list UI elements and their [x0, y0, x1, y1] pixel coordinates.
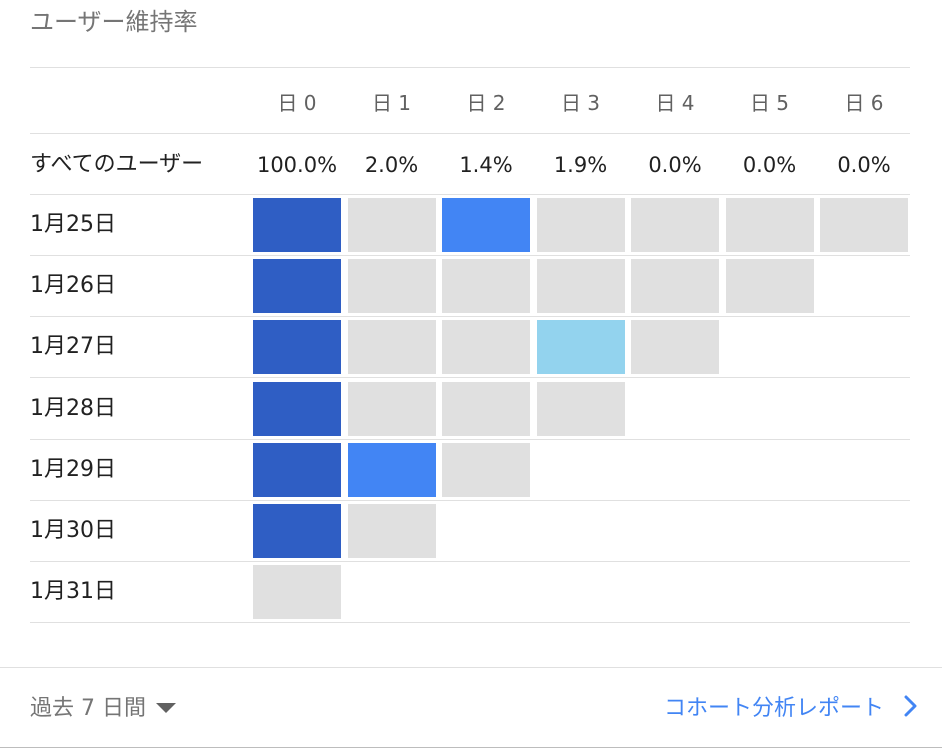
card-title: ユーザー維持率 — [30, 8, 198, 36]
column-header-day-1: 日 1 — [371, 91, 412, 115]
cohort-cell[interactable] — [631, 198, 719, 252]
cohort-cell[interactable] — [725, 198, 814, 252]
cohort-report-link[interactable]: コホート分析レポート — [664, 688, 918, 724]
cohort-row-label: 1月25日 — [30, 212, 116, 237]
cohort-row-label: 1月27日 — [30, 334, 116, 360]
all-users-pct-day-3: 1.9% — [553, 153, 608, 177]
all-users-pct-day-6: 0.0% — [837, 153, 891, 177]
cohort-cell[interactable] — [253, 565, 341, 620]
row-divider — [30, 499, 910, 501]
cohort-cell[interactable] — [442, 320, 530, 375]
all-users-pct-day-0: 100.0% — [256, 153, 338, 177]
cohort-row-label: 1月30日 — [30, 518, 116, 543]
cohort-cell[interactable] — [442, 442, 530, 497]
cohort-cell[interactable] — [253, 198, 341, 252]
all-users-pct-day-4: 0.0% — [648, 153, 702, 177]
header-top-divider — [30, 67, 910, 68]
cohort-row-label: 1月28日 — [30, 395, 116, 421]
cohort-cell[interactable] — [631, 320, 719, 375]
cohort-cell[interactable] — [442, 259, 530, 314]
date-range-label: 過去 7 日間 — [30, 696, 146, 721]
column-header-day-4: 日 4 — [655, 91, 695, 115]
cohort-cell[interactable] — [820, 198, 908, 252]
header-bottom-divider — [30, 133, 910, 134]
cohort-cell[interactable] — [631, 259, 719, 314]
row-divider — [30, 316, 910, 318]
all-users-label: すべてのユーザー — [30, 152, 204, 177]
row-divider — [30, 561, 910, 562]
row-divider — [30, 255, 910, 256]
column-header-day-3: 日 3 — [560, 91, 601, 115]
cohort-cell[interactable] — [347, 198, 436, 252]
column-header-day-6: 日 6 — [844, 91, 884, 115]
column-header-day-2: 日 2 — [466, 91, 506, 115]
cohort-report-label: コホート分析レポート — [663, 696, 884, 721]
cohort-cell[interactable] — [253, 259, 341, 314]
cohort-row-label: 1月31日 — [30, 579, 116, 605]
cohort-row-label: 1月29日 — [30, 456, 116, 482]
all-users-pct-day-2: 1.4% — [459, 153, 513, 177]
row-divider — [30, 438, 910, 440]
cohort-cell[interactable] — [347, 442, 436, 497]
cohort-cell[interactable] — [253, 442, 341, 497]
cohort-cell[interactable] — [347, 504, 436, 558]
cohort-cell[interactable] — [253, 320, 341, 375]
bottom-divider — [0, 747, 942, 748]
row-divider — [30, 377, 910, 379]
cohort-cell[interactable] — [347, 320, 436, 375]
cohort-cell[interactable] — [536, 198, 625, 252]
chevron-right-icon — [904, 695, 917, 717]
cohort-row-label: 1月26日 — [30, 273, 116, 299]
all-users-divider — [30, 194, 910, 195]
cohort-cell[interactable] — [725, 259, 814, 314]
cohort-cell[interactable] — [347, 259, 436, 314]
row-divider — [30, 622, 910, 624]
cohort-cell[interactable] — [347, 381, 436, 436]
cohort-cell[interactable] — [253, 381, 341, 436]
cohort-cell[interactable] — [536, 259, 625, 314]
footer-divider — [0, 667, 942, 668]
cohort-cell[interactable] — [253, 504, 341, 558]
cohort-cell[interactable] — [442, 198, 530, 252]
all-users-pct-day-5: 0.0% — [742, 153, 797, 177]
all-users-pct-day-1: 2.0% — [364, 153, 419, 177]
cohort-cell[interactable] — [536, 381, 625, 436]
date-range-dropdown[interactable]: 過去 7 日間 — [30, 688, 176, 724]
caret-down-icon — [155, 703, 176, 713]
cohort-cell[interactable] — [536, 320, 625, 375]
column-header-day-5: 日 5 — [749, 91, 790, 115]
column-header-day-0: 日 0 — [277, 91, 317, 115]
cohort-cell[interactable] — [442, 381, 530, 436]
